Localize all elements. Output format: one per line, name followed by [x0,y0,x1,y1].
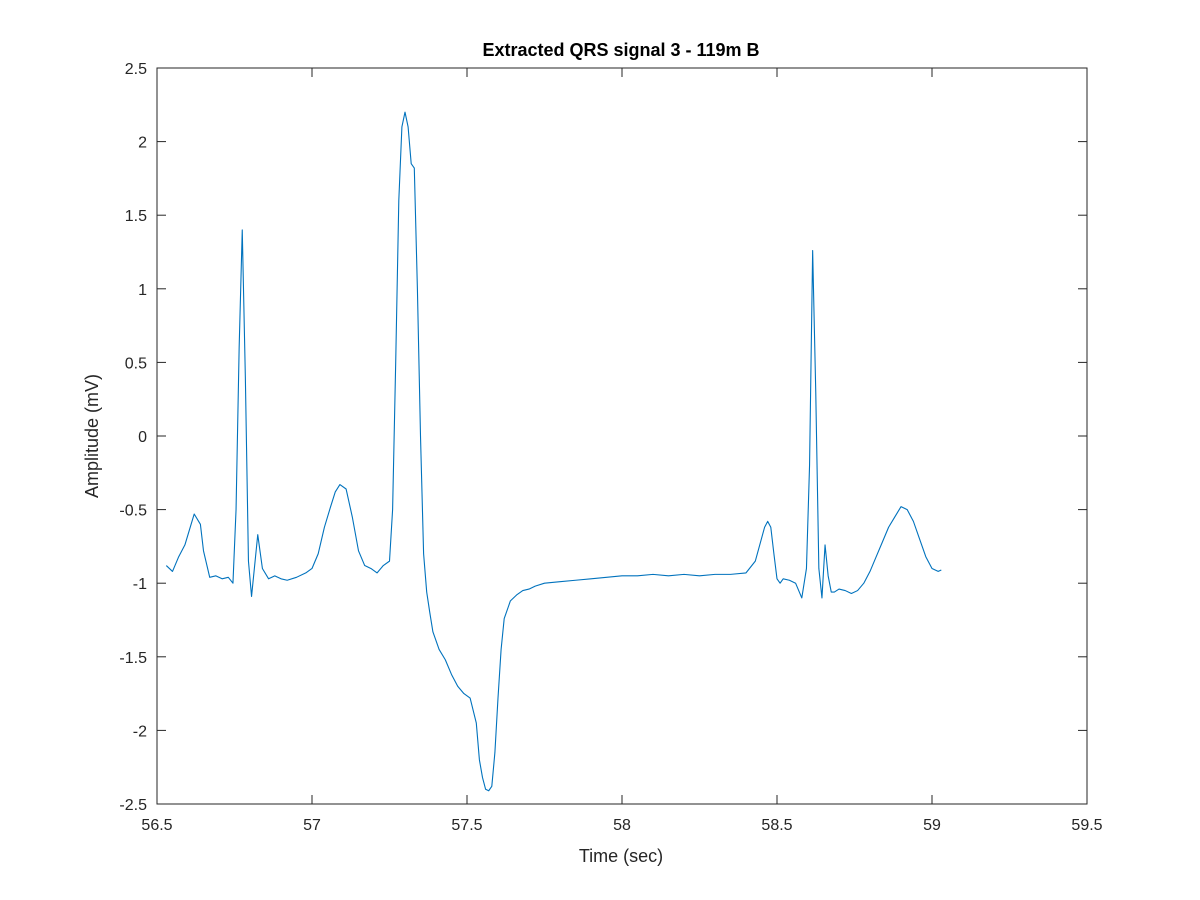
x-tick-label: 59.5 [1071,817,1102,834]
plot-area [156,67,1088,805]
y-tick-label: 0.5 [125,355,147,372]
y-tick-label: 2.5 [125,61,147,78]
x-tick-label: 58.5 [761,817,792,834]
y-axis-ticks: 2.5 2 1.5 1 0.5 0 -0.5 -1 -1.5 -2 -2.5 [119,61,1087,814]
series-group [165,111,942,792]
x-tick-label: 57.5 [451,817,482,834]
x-tick-label: 58 [613,817,631,834]
x-tick-label: 56.5 [141,817,172,834]
y-tick-label: 1.5 [125,208,147,225]
x-tick-label: 57 [303,817,321,834]
x-axis-ticks: 56.5 57 57.5 58 58.5 59 59.5 [141,68,1103,834]
y-tick-label: -1.5 [119,650,147,667]
y-tick-label: 1 [138,282,147,299]
y-axis-label: Amplitude (mV) [82,374,102,498]
series-line [165,111,942,792]
y-tick-label: -2.5 [119,797,147,814]
x-tick-label: 59 [923,817,941,834]
y-tick-label: 2 [138,135,147,152]
y-tick-label: -1 [133,576,147,593]
chart-title: Extracted QRS signal 3 - 119m B [482,40,759,60]
x-axis-label: Time (sec) [579,846,663,866]
y-tick-label: -0.5 [119,503,147,520]
y-tick-label: 0 [138,429,147,446]
y-tick-label: -2 [133,723,147,740]
